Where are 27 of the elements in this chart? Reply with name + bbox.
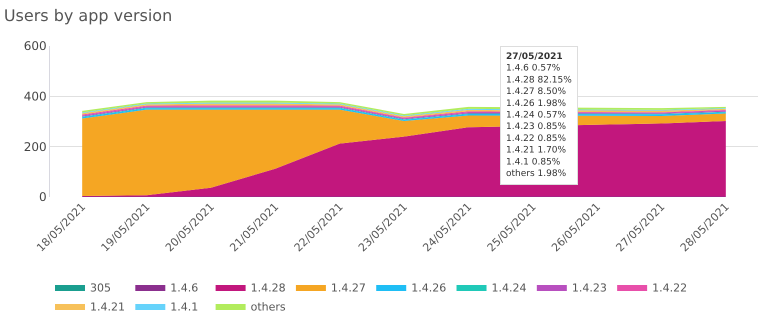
annotation: 1.4.21 1.70% <box>506 146 567 156</box>
legend-label: 1.4.26 <box>411 281 446 294</box>
annotation: 1.4.27 8.50% <box>506 87 567 98</box>
annotation: 1.4.1 0.85% <box>506 157 561 168</box>
annotation: others 1.98% <box>506 169 567 179</box>
legend-label: others <box>250 300 286 314</box>
legend-label: 1.4.21 <box>90 300 125 314</box>
y-tick-label: 600 <box>24 39 47 54</box>
legend-label: 1.4.22 <box>652 281 688 294</box>
legend-label: 1.4.23 <box>572 281 607 294</box>
annotation: 27/05/2021 <box>506 52 563 62</box>
annotation: 1.4.24 0.57% <box>506 110 567 120</box>
legend-label: 1.4.6 <box>170 281 198 294</box>
y-tick-label: 0 <box>38 190 47 204</box>
legend-label: 305 <box>90 281 111 294</box>
y-tick-label: 200 <box>24 140 47 154</box>
legend-label: 1.4.27 <box>330 281 366 294</box>
annotation: 1.4.28 82.15% <box>506 75 572 86</box>
y-tick-label: 400 <box>24 90 47 104</box>
annotation: 1.4.6 0.57% <box>506 64 561 74</box>
legend-label: 1.4.1 <box>170 300 198 314</box>
legend-label: 1.4.28 <box>250 281 286 294</box>
chart-title: Users by app version <box>4 6 172 26</box>
legend-label: 1.4.24 <box>492 281 527 294</box>
annotation: 1.4.26 1.98% <box>506 98 567 109</box>
annotation: 1.4.22 0.85% <box>506 134 567 144</box>
annotation: 1.4.23 0.85% <box>506 122 567 132</box>
